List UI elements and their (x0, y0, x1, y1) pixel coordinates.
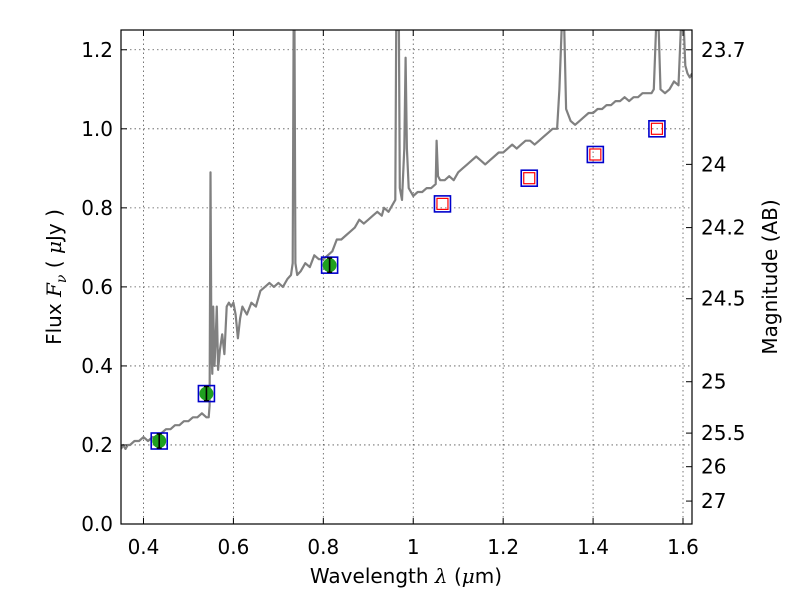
right-tick-label: 25 (701, 370, 726, 394)
measured-box (320, 256, 339, 274)
measured-point (150, 432, 169, 450)
measured-box (197, 384, 216, 403)
x-tick-label: 1.6 (667, 535, 699, 559)
predicted-marker (650, 122, 664, 135)
x-tick-label: 1.2 (487, 535, 519, 559)
data-layer (121, 30, 692, 450)
predicted-point (648, 120, 666, 138)
predicted-box (648, 120, 666, 138)
right-tick-label: 26 (701, 455, 726, 479)
ticks: 0.4 0.6 0.8 1 1.2 1.4 1.6 0.0 0.2 0.4 0.6 0.8 1.0 1.2… (81, 30, 746, 559)
x-tick-label: 1 (407, 535, 420, 559)
x-tick-label: 0.6 (217, 535, 249, 559)
y-tick-label: 0.6 (81, 275, 113, 299)
x-axis-label: Wavelength λ (μm) (310, 564, 502, 588)
y-tick-label: 0.8 (81, 196, 113, 220)
predicted-point (520, 169, 539, 187)
predicted-box (433, 195, 452, 213)
plot-frame (120, 29, 693, 525)
predicted-box (586, 145, 605, 164)
measured-point (320, 256, 339, 274)
x-tick-label: 0.8 (307, 535, 339, 559)
right-tick-label: 24.5 (701, 287, 746, 311)
y-tick-label: 1.0 (81, 117, 113, 141)
right-tick-label: 24.2 (701, 216, 746, 240)
predicted-marker (589, 148, 602, 161)
spectrum-line (121, 30, 692, 450)
right-tick-label: 24 (701, 152, 726, 176)
measured-point (197, 384, 216, 403)
x-tick-label: 0.4 (128, 535, 160, 559)
x-tick-label: 1.4 (577, 535, 609, 559)
right-axis-label: Magnitude (AB) (758, 199, 782, 354)
predicted-marker (523, 172, 536, 185)
predicted-point (586, 145, 605, 164)
y-axis-label: Flux Fν ( μJy ) (42, 209, 70, 345)
predicted-marker (436, 197, 449, 210)
right-tick-label: 23.7 (701, 38, 746, 62)
y-tick-label: 0.0 (81, 512, 113, 536)
right-tick-label: 25.5 (701, 421, 746, 445)
right-tick-label: 27 (701, 489, 726, 513)
y-tick-label: 1.2 (81, 38, 113, 62)
y-tick-label: 0.4 (81, 354, 113, 378)
y-tick-label: 0.2 (81, 433, 113, 457)
predicted-point (433, 195, 452, 213)
measured-box (150, 432, 169, 450)
predicted-box (520, 169, 539, 187)
